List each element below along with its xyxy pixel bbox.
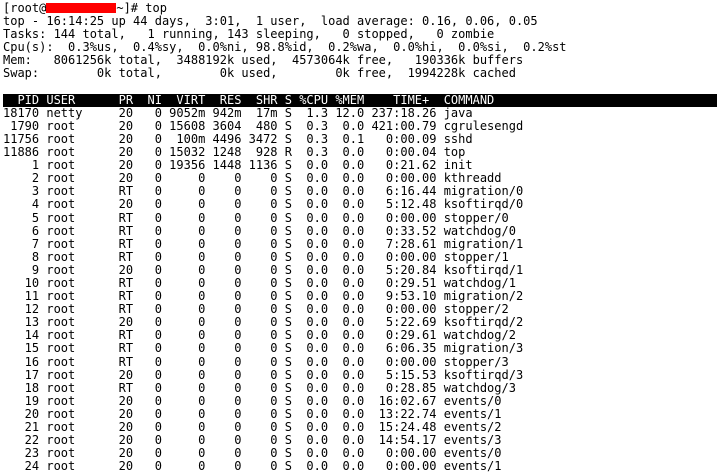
process-row: 11 root RT 0 0 0 0 S 0.0 0.0 9:53.10 mig… xyxy=(3,290,524,304)
shell-prompt: [root@ ~]# top xyxy=(3,2,720,15)
process-row: 23 root 20 0 0 0 0 S 0.0 0.0 0:00.00 eve… xyxy=(3,447,502,461)
process-row: 24 root 20 0 0 0 0 S 0.0 0.0 0:00.00 eve… xyxy=(3,460,502,473)
process-row: 4 root 20 0 0 0 0 S 0.0 0.0 5:12.48 ksof… xyxy=(3,198,524,212)
summary-uptime: top - 16:14:25 up 44 days, 3:01, 1 user,… xyxy=(3,15,538,29)
process-row: 22 root 20 0 0 0 0 S 0.0 0.0 14:54.17 ev… xyxy=(3,434,502,448)
process-row: 18 root RT 0 0 0 0 S 0.0 0.0 0:28.85 wat… xyxy=(3,381,516,395)
process-table-header: PID USER PR NI VIRT RES SHR S %CPU %MEM … xyxy=(3,93,717,107)
summary-mem: Mem: 8061256k total, 3488192k used, 4573… xyxy=(3,54,524,68)
process-row: 20 root 20 0 0 0 0 S 0.0 0.0 13:22.74 ev… xyxy=(3,407,502,421)
blank-line xyxy=(3,81,720,94)
process-row: 10 root RT 0 0 0 0 S 0.0 0.0 0:29.51 wat… xyxy=(3,276,516,290)
process-row: 8 root RT 0 0 0 0 S 0.0 0.0 0:00.00 stop… xyxy=(3,250,509,264)
process-row: 5 root RT 0 0 0 0 S 0.0 0.0 0:00.00 stop… xyxy=(3,211,509,225)
process-table-body: 18170 netty 20 0 9052m 942m 17m S 1.3 12… xyxy=(3,107,720,473)
process-row: 19 root 20 0 0 0 0 S 0.0 0.0 16:02.67 ev… xyxy=(3,394,502,408)
process-row: 3 root RT 0 0 0 0 S 0.0 0.0 6:16.44 migr… xyxy=(3,185,524,199)
process-row: 18170 netty 20 0 9052m 942m 17m S 1.3 12… xyxy=(3,106,473,120)
process-row: 21 root 20 0 0 0 0 S 0.0 0.0 15:24.48 ev… xyxy=(3,421,502,434)
process-row: 11886 root 20 0 15032 1248 928 R 0.3 0.0… xyxy=(3,146,466,160)
process-row: 6 root RT 0 0 0 0 S 0.0 0.0 0:33.52 watc… xyxy=(3,224,516,238)
process-row: 9 root 20 0 0 0 0 S 0.0 0.0 5:20.84 ksof… xyxy=(3,263,524,277)
process-row: 2 root 20 0 0 0 0 S 0.0 0.0 0:00.00 kthr… xyxy=(3,172,502,186)
process-row: 11756 root 20 0 100m 4496 3472 S 0.3 0.1… xyxy=(3,132,473,146)
summary-tasks: Tasks: 144 total, 1 running, 143 sleepin… xyxy=(3,28,495,42)
prompt-prefix: [root@ xyxy=(3,2,47,15)
process-row: 17 root 20 0 0 0 0 S 0.0 0.0 5:15.53 kso… xyxy=(3,368,524,382)
summary-swap: Swap: 0k total, 0k used, 0k free, 199422… xyxy=(3,67,516,81)
process-row: 13 root 20 0 0 0 0 S 0.0 0.0 5:22.69 kso… xyxy=(3,316,524,330)
process-row: 1790 root 20 0 15608 3604 480 S 0.3 0.0 … xyxy=(3,119,524,133)
process-row: 16 root RT 0 0 0 0 S 0.0 0.0 0:00.00 sto… xyxy=(3,355,509,369)
process-row: 7 root RT 0 0 0 0 S 0.0 0.0 7:28.61 migr… xyxy=(3,237,524,251)
process-row: 12 root RT 0 0 0 0 S 0.0 0.0 0:00.00 sto… xyxy=(3,303,509,317)
process-row: 14 root RT 0 0 0 0 S 0.0 0.0 0:29.61 wat… xyxy=(3,329,516,343)
summary-cpu: Cpu(s): 0.3%us, 0.4%sy, 0.0%ni, 98.8%id,… xyxy=(3,41,567,55)
process-row: 15 root RT 0 0 0 0 S 0.0 0.0 6:06.35 mig… xyxy=(3,342,524,356)
prompt-command: ~]# top xyxy=(116,2,167,15)
process-row: 1 root 20 0 19356 1448 1136 S 0.0 0.0 0:… xyxy=(3,159,473,173)
redacted-hostname xyxy=(46,3,117,13)
